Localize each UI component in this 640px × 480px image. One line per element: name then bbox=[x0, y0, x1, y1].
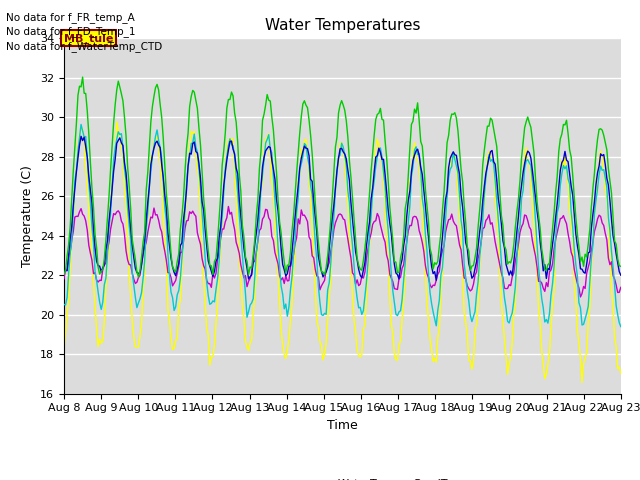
X-axis label: Time: Time bbox=[327, 419, 358, 432]
Text: No data for f_FR_temp_A: No data for f_FR_temp_A bbox=[6, 12, 135, 23]
Legend: FR_temp_B, FR_temp_C, WaterT, CondTemp, MDTemp_A: FR_temp_B, FR_temp_C, WaterT, CondTemp, … bbox=[115, 475, 570, 480]
Y-axis label: Temperature (C): Temperature (C) bbox=[22, 165, 35, 267]
Text: No data for f_WaterTemp_CTD: No data for f_WaterTemp_CTD bbox=[6, 41, 163, 52]
Text: MB_tule: MB_tule bbox=[64, 33, 113, 44]
Text: No data for f_FD_Temp_1: No data for f_FD_Temp_1 bbox=[6, 26, 136, 37]
Title: Water Temperatures: Water Temperatures bbox=[265, 18, 420, 33]
